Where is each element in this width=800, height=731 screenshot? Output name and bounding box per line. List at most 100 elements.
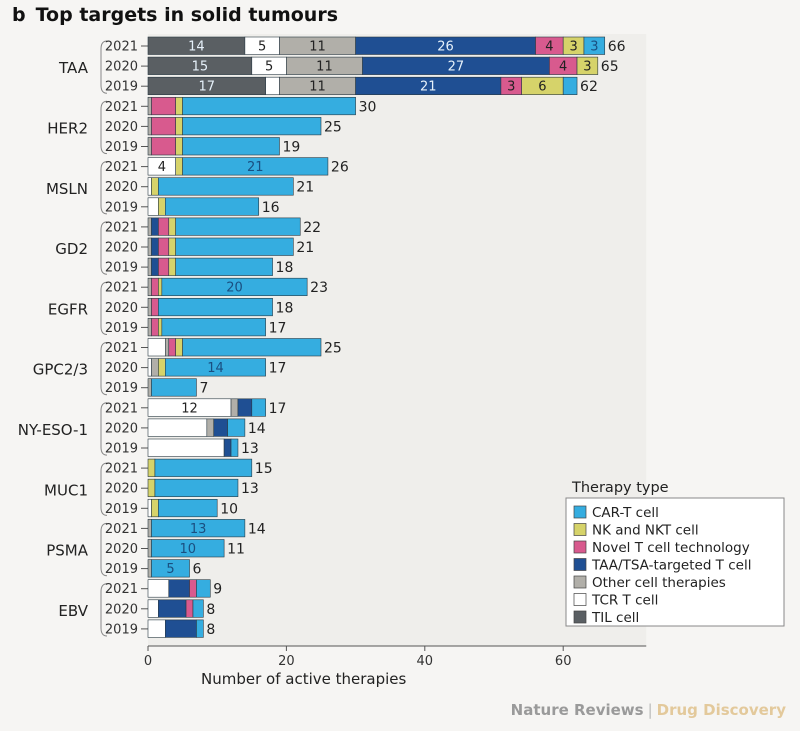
bar-segment: [165, 197, 260, 216]
segment-data-label: 11: [309, 40, 326, 55]
year-tick-label: 2020: [105, 120, 138, 135]
bar-segment: [196, 579, 211, 598]
bar-segment: [583, 36, 606, 55]
bar-segment: [158, 217, 170, 236]
total-data-label: 7: [199, 381, 208, 397]
bar-segment: [147, 217, 152, 236]
bar-segment: [151, 498, 159, 518]
year-tick-label: 2021: [105, 220, 138, 235]
bar-segment: [151, 137, 176, 156]
total-data-label: 66: [608, 39, 626, 55]
bar-segment: [168, 338, 176, 357]
category-label: PSMA: [46, 542, 89, 560]
total-data-label: 10: [220, 501, 238, 517]
legend-entry: TCR T cell: [591, 593, 658, 609]
bar-segment: [147, 539, 152, 558]
bar-segment: [165, 619, 197, 638]
bar-segment: [562, 76, 578, 95]
bar-segment: [168, 217, 176, 236]
bar-segment: [158, 257, 170, 276]
bar-segment: [147, 117, 152, 136]
segment-data-label: 6: [538, 80, 546, 95]
year-tick-label: 2021: [105, 462, 138, 477]
segment-data-label: 11: [316, 60, 333, 75]
bar-segment: [151, 177, 159, 196]
segment-data-label: 4: [545, 40, 553, 55]
total-data-label: 21: [296, 180, 314, 196]
bar-segment: [147, 237, 152, 256]
bar-segment: [168, 579, 190, 598]
category-label: GPC2/3: [33, 361, 88, 379]
total-data-label: 14: [248, 521, 266, 537]
year-tick-label: 2019: [105, 261, 138, 276]
segment-data-label: 10: [180, 542, 197, 557]
total-data-label: 26: [331, 160, 349, 176]
category-label: HER2: [47, 119, 88, 137]
bar-segment: [151, 539, 225, 558]
year-tick-label: 2020: [105, 602, 138, 617]
year-tick-label: 2019: [105, 442, 138, 457]
year-tick-label: 2021: [105, 281, 138, 296]
segment-data-label: 26: [437, 40, 454, 55]
bar-segment: [230, 438, 239, 457]
bar-segment: [151, 318, 159, 337]
legend-title: Therapy type: [571, 480, 669, 496]
segment-data-label: 3: [583, 60, 591, 75]
bar-segment: [147, 478, 156, 498]
title-text: Top targets in solid tumours: [35, 4, 339, 26]
total-data-label: 13: [241, 481, 259, 497]
bar-segment: [151, 519, 246, 538]
total-data-label: 18: [276, 260, 294, 276]
bar-segment: [576, 56, 599, 75]
segment-data-label: 4: [559, 60, 567, 75]
group-brace: [100, 462, 108, 516]
bar-segment: [147, 418, 208, 437]
legend-swatch: [573, 523, 587, 536]
bar-segment: [158, 237, 170, 256]
bar-segment: [223, 438, 232, 457]
group-brace: [100, 583, 108, 637]
legend-swatch: [573, 505, 587, 519]
bar-segment: [147, 438, 225, 457]
bar-segment: [265, 76, 280, 95]
group-brace: [100, 221, 108, 275]
total-data-label: 62: [580, 79, 598, 95]
total-data-label: 11: [227, 542, 245, 558]
bar-segment: [151, 358, 159, 377]
bar-segment: [230, 398, 239, 417]
year-tick-label: 2021: [105, 522, 138, 537]
bar-segment: [147, 97, 152, 116]
bar-segment: [192, 599, 204, 618]
total-data-label: 21: [296, 240, 314, 256]
segment-data-label: 13: [190, 522, 207, 537]
total-data-label: 19: [282, 140, 300, 156]
segment-data-label: 3: [507, 80, 515, 95]
publisher-name: Nature Reviews: [510, 701, 644, 719]
year-tick-label: 2019: [105, 140, 138, 155]
legend-swatch: [573, 593, 587, 606]
total-data-label: 6: [193, 562, 202, 578]
year-tick-label: 2021: [105, 341, 138, 356]
bar-segment: [147, 338, 166, 357]
total-data-label: 13: [241, 441, 259, 457]
bar-segment: [147, 599, 159, 618]
segment-data-label: 17: [199, 80, 216, 95]
total-data-label: 14: [248, 421, 266, 437]
bar-segment: [147, 277, 152, 297]
bar-segment: [182, 117, 322, 136]
bar-segment: [165, 338, 170, 357]
x-tick-label: 0: [144, 654, 152, 669]
bar-segment: [251, 398, 266, 417]
group-brace: [100, 342, 108, 396]
bar-segment: [158, 197, 166, 216]
x-tick-label: 60: [555, 654, 572, 669]
bar-segment: [182, 137, 280, 156]
legend-entry: NK and NKT cell: [592, 523, 699, 539]
total-data-label: 23: [310, 280, 328, 296]
segment-data-label: 20: [226, 281, 243, 296]
bar-segment: [147, 197, 159, 216]
bar-segment: [151, 97, 176, 116]
bar-segment: [237, 398, 253, 417]
legend-entry: Other cell therapies: [592, 575, 726, 591]
